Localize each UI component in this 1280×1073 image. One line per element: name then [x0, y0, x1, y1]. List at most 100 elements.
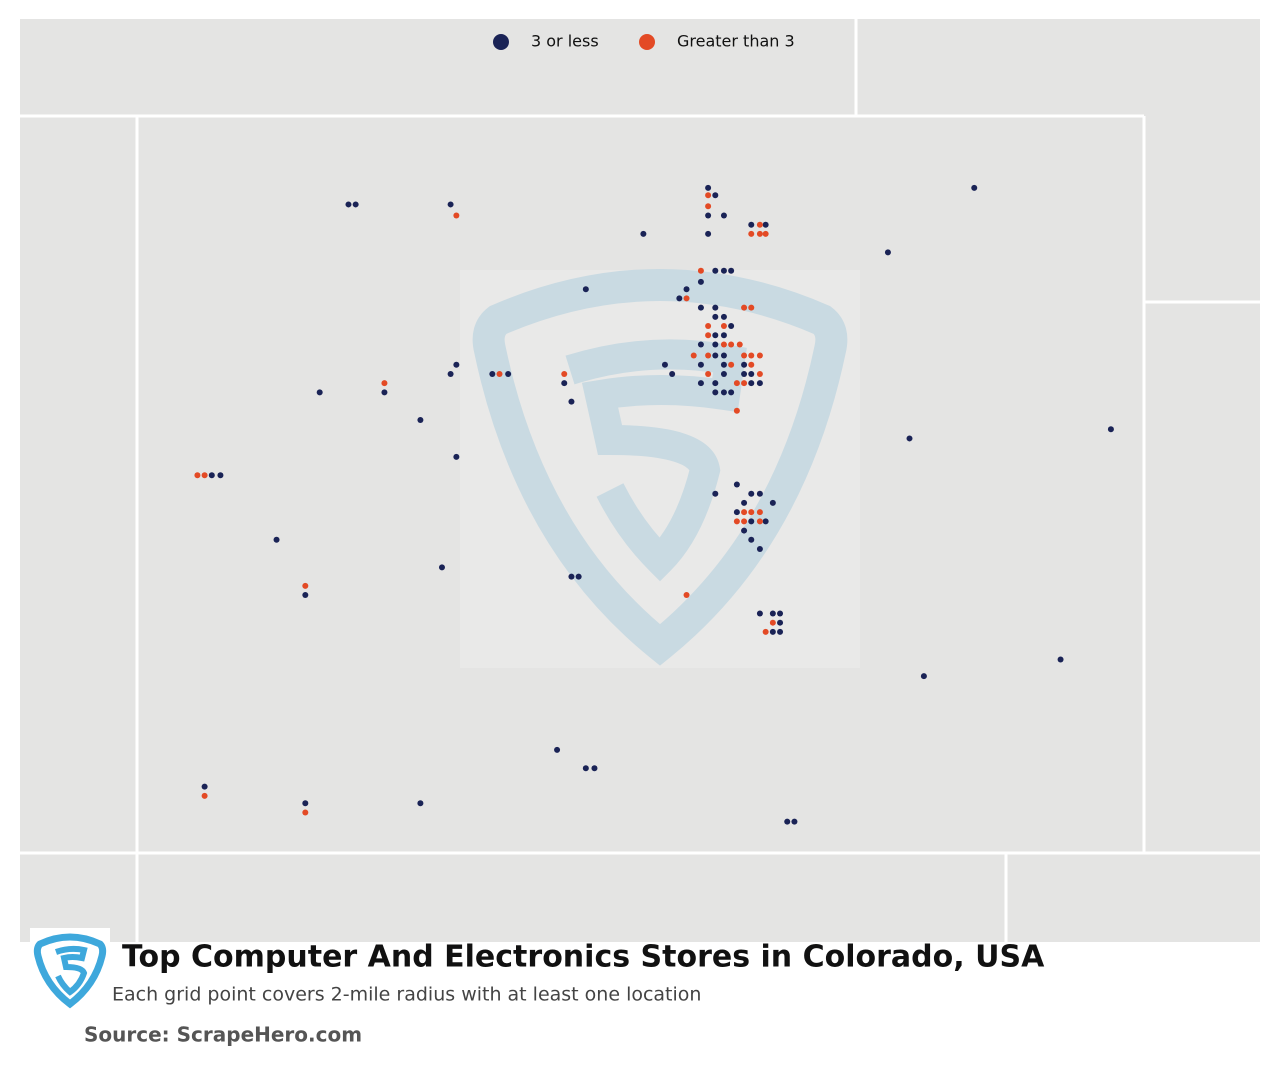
- source: Source: ScrapeHero.com: [84, 1023, 362, 1047]
- location-dot: [741, 370, 748, 377]
- location-dot: [728, 341, 735, 348]
- location-dot: [302, 800, 309, 807]
- location-dot: [705, 203, 712, 210]
- location-dot: [554, 746, 561, 753]
- location-dot: [741, 380, 748, 387]
- location-dot: [769, 499, 776, 506]
- location-dot: [712, 332, 719, 339]
- location-dot: [884, 249, 891, 256]
- watermark: [460, 269, 860, 668]
- logo-shield: [33, 933, 107, 1009]
- location-dot: [777, 610, 784, 617]
- location-dot: [762, 230, 769, 237]
- location-dot: [748, 221, 755, 228]
- location-dot: [741, 527, 748, 534]
- location-dot: [453, 453, 460, 460]
- location-dot: [712, 490, 719, 497]
- location-dot: [561, 370, 568, 377]
- location-dot: [217, 472, 224, 479]
- location-dot: [712, 267, 719, 274]
- location-dot: [741, 352, 748, 359]
- location-dot: [733, 481, 740, 488]
- location-dot: [712, 341, 719, 348]
- location-dot: [208, 472, 215, 479]
- location-dot: [302, 582, 309, 589]
- location-dot: [748, 361, 755, 368]
- location-dot: [791, 818, 798, 825]
- location-dot: [201, 783, 208, 790]
- location-dot: [575, 573, 582, 580]
- location-dot: [720, 212, 727, 219]
- location-dot: [705, 352, 712, 359]
- logo: [30, 928, 110, 1009]
- subtitle: Each grid point covers 2-mile radius wit…: [112, 984, 701, 1006]
- location-dot: [302, 592, 309, 599]
- location-dot: [756, 509, 763, 516]
- location-dot: [582, 765, 589, 772]
- location-dot: [1057, 656, 1064, 663]
- location-dot: [784, 818, 791, 825]
- title: Top Computer And Electronics Stores in C…: [122, 940, 1045, 975]
- location-dot: [756, 518, 763, 525]
- location-dot: [676, 295, 683, 302]
- location-dot: [345, 201, 352, 208]
- location-dot: [417, 417, 424, 424]
- location-dot: [748, 352, 755, 359]
- location-dot: [352, 201, 359, 208]
- location-dot: [505, 370, 512, 377]
- location-dot: [728, 389, 735, 396]
- location-dot: [741, 304, 748, 311]
- watermark-shield: [472, 269, 848, 666]
- location-dot: [728, 267, 735, 274]
- location-dot: [683, 592, 690, 599]
- location-dot: [720, 332, 727, 339]
- location-dot: [720, 267, 727, 274]
- location-dot: [683, 295, 690, 302]
- location-dot: [748, 370, 755, 377]
- location-dot: [741, 361, 748, 368]
- location-dot: [906, 435, 913, 442]
- location-dot: [381, 380, 388, 387]
- location-dot: [756, 370, 763, 377]
- location-dot: [733, 380, 740, 387]
- location-dot: [762, 518, 769, 525]
- logo-s: [54, 945, 88, 996]
- footer-background: [0, 942, 1280, 1069]
- location-dot: [777, 628, 784, 635]
- location-dot: [748, 304, 755, 311]
- location-dot: [712, 380, 719, 387]
- location-dot: [720, 313, 727, 320]
- legend-marker: [639, 34, 655, 50]
- location-dot: [756, 545, 763, 552]
- location-dot: [728, 361, 735, 368]
- location-dot: [756, 610, 763, 617]
- location-dot: [741, 518, 748, 525]
- location-dot: [447, 370, 454, 377]
- location-dot: [568, 398, 575, 405]
- location-dot: [971, 184, 978, 191]
- location-dot: [712, 192, 719, 199]
- location-dot: [756, 221, 763, 228]
- location-dot: [769, 628, 776, 635]
- location-dot: [697, 361, 704, 368]
- location-dot: [720, 361, 727, 368]
- location-dot: [302, 809, 309, 816]
- location-dot: [748, 230, 755, 237]
- location-dot: [381, 389, 388, 396]
- location-dot: [1107, 426, 1114, 433]
- location-dot: [769, 619, 776, 626]
- state-borders: [20, 19, 1260, 942]
- location-dot: [705, 184, 712, 191]
- location-dot: [453, 361, 460, 368]
- location-dot: [705, 212, 712, 219]
- location-dot: [756, 380, 763, 387]
- location-dot: [769, 610, 776, 617]
- location-dot: [748, 536, 755, 543]
- location-dot: [697, 278, 704, 285]
- location-dot: [720, 389, 727, 396]
- location-dot: [720, 341, 727, 348]
- location-dot: [777, 619, 784, 626]
- location-dot: [720, 352, 727, 359]
- dots: [194, 184, 1114, 825]
